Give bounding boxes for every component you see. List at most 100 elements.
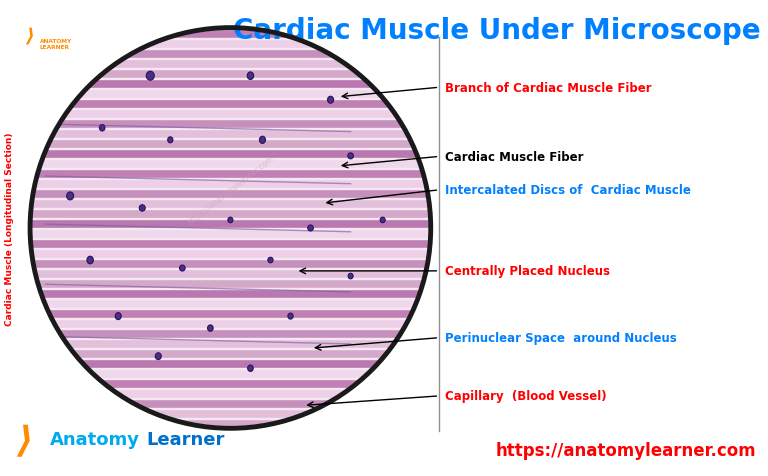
Text: https://anatomylearner.com: https://anatomylearner.com: [185, 154, 276, 227]
Bar: [22, 180, 439, 188]
Ellipse shape: [99, 125, 105, 132]
Bar: [22, 338, 439, 340]
Bar: [22, 220, 439, 228]
Bar: [22, 250, 439, 258]
Bar: [22, 358, 439, 360]
Ellipse shape: [247, 73, 253, 80]
Bar: [22, 210, 439, 218]
Bar: [22, 130, 439, 139]
Bar: [22, 310, 439, 318]
Bar: [22, 99, 439, 100]
Text: ⟩: ⟩: [25, 26, 34, 45]
Bar: [22, 320, 439, 328]
Bar: [22, 380, 439, 388]
Bar: [22, 280, 439, 288]
Bar: [22, 308, 439, 310]
Text: Cardiac Muscle (Longitudinal Section): Cardiac Muscle (Longitudinal Section): [5, 132, 15, 325]
Bar: [22, 388, 439, 390]
Bar: [22, 238, 439, 240]
Bar: [22, 230, 439, 238]
Ellipse shape: [30, 29, 431, 428]
Bar: [22, 350, 439, 358]
Bar: [22, 110, 439, 119]
Bar: [22, 278, 439, 280]
Ellipse shape: [380, 218, 386, 223]
Text: LEARNER: LEARNER: [40, 45, 70, 50]
Bar: [22, 198, 439, 200]
Bar: [22, 398, 439, 400]
Bar: [22, 208, 439, 210]
Ellipse shape: [67, 192, 74, 200]
Ellipse shape: [348, 274, 353, 279]
Bar: [22, 69, 439, 70]
Ellipse shape: [348, 153, 353, 159]
Text: Cardiac Muscle Fiber: Cardiac Muscle Fiber: [445, 150, 584, 164]
Bar: [22, 420, 439, 428]
Bar: [22, 159, 439, 160]
Ellipse shape: [87, 257, 94, 264]
Bar: [22, 89, 439, 90]
Text: Centrally Placed Nucleus: Centrally Placed Nucleus: [445, 265, 611, 278]
Text: Capillary  (Blood Vessel): Capillary (Blood Vessel): [445, 389, 607, 403]
Bar: [22, 348, 439, 350]
Bar: [22, 340, 439, 348]
Bar: [22, 410, 439, 418]
Text: Intercalated Discs of  Cardiac Muscle: Intercalated Discs of Cardiac Muscle: [445, 184, 691, 197]
Ellipse shape: [167, 138, 173, 144]
Ellipse shape: [328, 97, 333, 104]
Ellipse shape: [288, 313, 293, 319]
Bar: [22, 200, 439, 208]
Text: ANATOMY: ANATOMY: [40, 39, 72, 44]
Bar: [22, 59, 439, 60]
Bar: [22, 170, 439, 178]
Bar: [22, 188, 439, 190]
Bar: [22, 408, 439, 410]
Ellipse shape: [139, 205, 145, 212]
Bar: [22, 30, 439, 39]
Bar: [22, 80, 439, 89]
Bar: [22, 120, 439, 129]
Bar: [22, 260, 439, 268]
Bar: [22, 378, 439, 380]
Ellipse shape: [268, 258, 273, 263]
Bar: [22, 270, 439, 278]
Bar: [22, 218, 439, 220]
Bar: [22, 368, 439, 370]
Ellipse shape: [207, 325, 214, 332]
Bar: [22, 290, 439, 298]
Ellipse shape: [308, 226, 313, 231]
Ellipse shape: [115, 313, 121, 320]
Bar: [22, 140, 439, 149]
Ellipse shape: [146, 72, 154, 81]
Bar: [22, 328, 439, 330]
Bar: [22, 370, 439, 378]
Bar: [22, 288, 439, 290]
Bar: [22, 240, 439, 248]
Bar: [22, 418, 439, 420]
Bar: [22, 90, 439, 99]
Bar: [22, 29, 439, 30]
Bar: [22, 149, 439, 150]
Text: Cardiac Muscle Under Microscope: Cardiac Muscle Under Microscope: [233, 17, 760, 45]
Ellipse shape: [155, 353, 161, 360]
Text: Branch of Cardiac Muscle Fiber: Branch of Cardiac Muscle Fiber: [445, 81, 652, 95]
Ellipse shape: [247, 365, 253, 372]
Bar: [22, 268, 439, 270]
Bar: [22, 258, 439, 260]
Bar: [22, 178, 439, 180]
Bar: [22, 169, 439, 170]
Bar: [22, 300, 439, 308]
Bar: [22, 190, 439, 198]
Text: Perinuclear Space  around Nucleus: Perinuclear Space around Nucleus: [445, 331, 677, 345]
Bar: [22, 39, 439, 40]
Bar: [22, 70, 439, 79]
Bar: [22, 160, 439, 169]
Text: Anatomy: Anatomy: [50, 430, 140, 448]
Bar: [22, 139, 439, 140]
Bar: [22, 100, 439, 109]
Text: https://anatomylearner.com: https://anatomylearner.com: [496, 441, 756, 459]
Ellipse shape: [228, 218, 233, 223]
Ellipse shape: [260, 137, 266, 144]
Bar: [22, 129, 439, 130]
Bar: [22, 390, 439, 398]
